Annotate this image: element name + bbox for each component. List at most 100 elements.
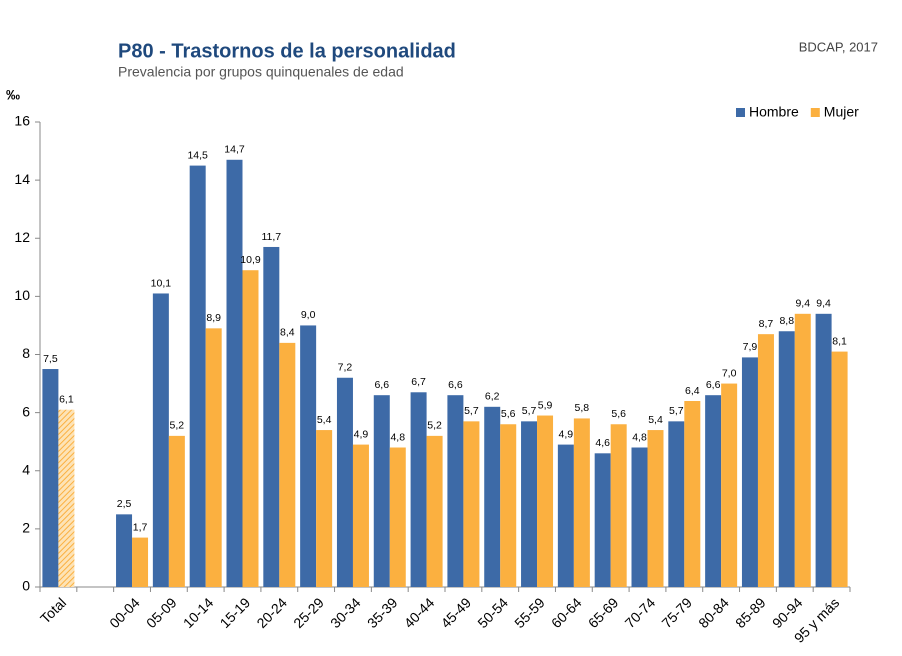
value-label: 4,9 <box>354 428 369 440</box>
value-label: 8,4 <box>280 327 295 339</box>
x-tick-label: 65-69 <box>585 594 622 631</box>
value-label: 5,4 <box>648 414 663 426</box>
value-label: 4,8 <box>390 431 405 443</box>
bar <box>58 409 75 587</box>
bar <box>316 430 333 587</box>
x-tick-label: 85-89 <box>732 594 769 631</box>
x-tick-label: 60-64 <box>548 594 585 631</box>
y-tick-label: 14 <box>14 171 30 187</box>
value-label: 14,5 <box>187 149 208 161</box>
bar <box>500 424 517 587</box>
y-axis-label: ‰ <box>6 87 20 103</box>
chart-title: P80 - Trastornos de la personalidad <box>118 40 456 62</box>
value-label: 6,6 <box>448 379 463 391</box>
value-label: 5,7 <box>522 405 537 417</box>
bar <box>205 328 222 587</box>
value-label: 6,7 <box>411 376 426 388</box>
value-label: 9,4 <box>795 298 810 310</box>
bar <box>521 421 538 587</box>
value-label: 1,7 <box>133 521 148 533</box>
x-tick-label: 80-84 <box>695 594 732 631</box>
bar <box>610 424 627 587</box>
value-label: 7,2 <box>338 362 353 374</box>
value-label: 8,9 <box>206 312 221 324</box>
y-tick-label: 0 <box>22 578 30 594</box>
legend-swatch <box>810 108 820 117</box>
bar <box>557 444 574 587</box>
value-label: 5,4 <box>317 414 332 426</box>
x-tick-label: 20-24 <box>253 594 290 631</box>
value-label: 6,6 <box>706 379 721 391</box>
bar <box>352 444 369 587</box>
value-label: 7,0 <box>722 367 737 379</box>
value-label: 8,8 <box>779 315 794 327</box>
y-tick-label: 10 <box>14 287 30 303</box>
x-tick-label: 45-49 <box>438 594 475 631</box>
value-label: 4,6 <box>595 437 610 449</box>
y-tick-label: 4 <box>22 461 30 477</box>
bar <box>132 537 149 587</box>
bar <box>447 395 464 587</box>
bar <box>594 453 611 587</box>
bar <box>463 421 480 587</box>
value-label: 7,5 <box>43 353 58 365</box>
bar <box>484 406 501 587</box>
x-tick-label: 25-29 <box>290 594 327 631</box>
y-tick-label: 2 <box>22 520 30 536</box>
bar <box>831 351 848 587</box>
value-label: 4,9 <box>559 428 574 440</box>
x-tick-label: 15-19 <box>217 594 254 631</box>
value-label: 6,1 <box>59 394 74 406</box>
legend-label: Mujer <box>824 104 859 120</box>
bar <box>279 342 296 587</box>
bar <box>721 383 738 587</box>
value-label: 6,4 <box>685 385 700 397</box>
bar <box>300 325 317 587</box>
x-tick-label: Total <box>37 594 69 626</box>
bar <box>336 377 353 587</box>
y-tick-label: 6 <box>22 403 30 419</box>
bar <box>189 165 206 587</box>
bar <box>152 293 169 587</box>
bar <box>705 395 722 587</box>
bar <box>410 392 427 587</box>
x-tick-label: 50-54 <box>474 594 511 631</box>
value-label: 14,7 <box>224 144 245 156</box>
value-label: 6,2 <box>485 391 500 403</box>
x-tick-label: 05-09 <box>143 594 180 631</box>
value-label: 2,5 <box>117 498 132 510</box>
y-tick-label: 12 <box>14 229 30 245</box>
value-label: 9,4 <box>816 298 831 310</box>
bar <box>116 514 133 587</box>
value-label: 8,7 <box>759 318 774 330</box>
bar <box>631 447 648 587</box>
value-label: 5,2 <box>427 420 442 432</box>
value-label: 6,6 <box>374 379 389 391</box>
y-tick-label: 8 <box>22 345 30 361</box>
bar <box>263 246 280 587</box>
bar <box>426 435 443 587</box>
value-label: 5,8 <box>575 402 590 414</box>
x-tick-label: 55-59 <box>511 594 548 631</box>
value-label: 5,6 <box>501 408 516 420</box>
legend-swatch <box>736 108 745 117</box>
x-tick-label: 75-79 <box>658 594 695 631</box>
value-label: 9,0 <box>301 309 316 321</box>
bar <box>168 435 185 587</box>
x-tick-label: 70-74 <box>622 594 659 631</box>
bar <box>684 401 701 587</box>
x-tick-label: 10-14 <box>180 594 217 631</box>
bar <box>757 334 774 587</box>
bar <box>537 415 554 587</box>
source: BDCAP, 2017 <box>799 39 878 54</box>
bar <box>389 447 406 587</box>
bar <box>242 270 259 587</box>
value-label: 11,7 <box>261 231 281 243</box>
value-label: 10,9 <box>240 254 261 266</box>
bar <box>42 369 59 587</box>
x-tick-label: 35-39 <box>364 594 401 631</box>
bar <box>794 313 811 587</box>
x-tick-label: 00-04 <box>106 594 143 631</box>
value-label: 7,9 <box>743 341 758 353</box>
